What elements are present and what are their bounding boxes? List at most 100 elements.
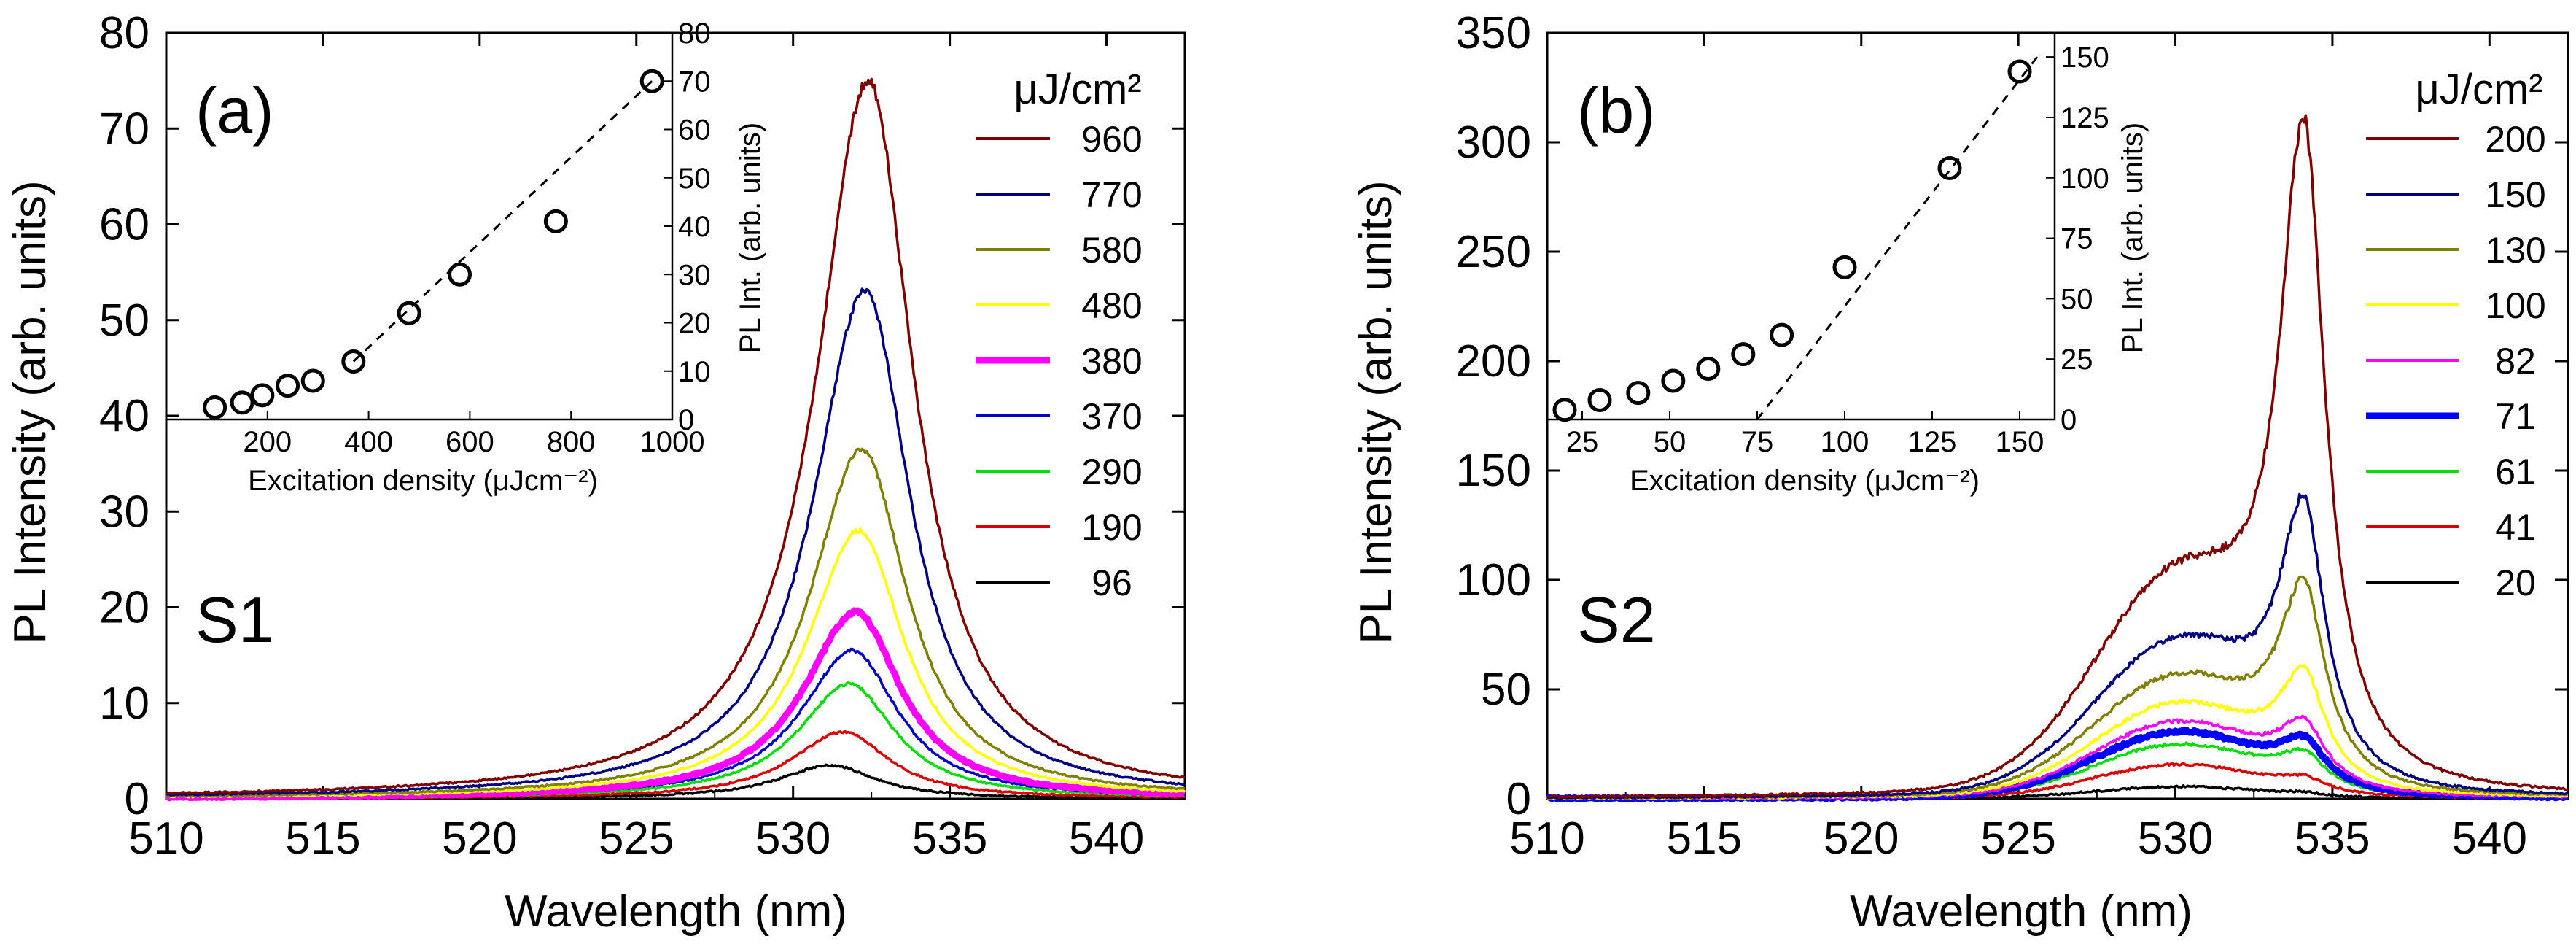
- inset-frame-b: [1546, 31, 2056, 421]
- x-tick-label-b-540: 540: [2452, 813, 2527, 864]
- y-tick-label-a-60: 60: [99, 200, 149, 250]
- x-tick-label-b-535: 535: [2295, 813, 2370, 864]
- inset-x-tick-label-b-150: 150: [1996, 426, 2044, 458]
- y-axis-label-b: PL Intensity (arb. units): [1351, 180, 1401, 643]
- inset-y-tick-label-a-70: 70: [678, 66, 711, 98]
- inset-y-tick-label-b-100: 100: [2061, 163, 2109, 195]
- inset-y-label-b: PL Int. (arb. units): [2117, 123, 2149, 353]
- x-tick-label-b-510: 510: [1509, 813, 1584, 864]
- inset-y-tick-label-b-150: 150: [2061, 42, 2109, 74]
- legend-label-a-190: 190: [1081, 507, 1142, 548]
- inset-y-tick-label-a-60: 60: [678, 115, 711, 147]
- y-tick-label-b-100: 100: [1456, 555, 1531, 605]
- legend-label-b-100: 100: [2485, 285, 2545, 326]
- y-tick-label-b-300: 300: [1456, 117, 1531, 168]
- legend-label-b-20: 20: [2495, 562, 2536, 603]
- inset-x-tick-label-a-400: 400: [344, 426, 393, 458]
- inset-x-tick-label-b-75: 75: [1741, 426, 1774, 458]
- inset-point-b-0: [1552, 398, 1577, 422]
- legend-label-a-96: 96: [1092, 562, 1132, 603]
- inset-y-label-a: PL Int. (arb. units): [734, 123, 766, 353]
- x-tick-label-a-515: 515: [285, 813, 360, 864]
- legend-label-b-61: 61: [2495, 452, 2536, 492]
- y-tick-label-b-200: 200: [1456, 336, 1531, 387]
- x-tick-label-a-520: 520: [442, 813, 517, 864]
- inset-x-tick-label-a-1000: 1000: [640, 426, 705, 458]
- inset-y-tick-label-a-0: 0: [678, 404, 694, 436]
- inset-fit-line-a: [352, 80, 653, 363]
- inset-point-a-1: [230, 390, 254, 415]
- y-tick-label-a-80: 80: [99, 8, 149, 58]
- inset-x-label-b: Excitation density (μJcm⁻²): [1630, 465, 1980, 497]
- inset-point-b-5: [1731, 342, 1756, 367]
- x-tick-label-b-530: 530: [2138, 813, 2213, 864]
- inset-y-tick-label-b-25: 25: [2061, 344, 2093, 376]
- legend-label-b-71: 71: [2495, 396, 2536, 437]
- inset-point-a-0: [203, 395, 227, 419]
- inset-y-tick-label-a-10: 10: [678, 356, 711, 388]
- x-tick-label-b-520: 520: [1824, 813, 1899, 864]
- series-line-a-770: [166, 287, 1186, 797]
- series-line-a-580: [166, 447, 1186, 798]
- inset-point-b-7: [1832, 255, 1857, 279]
- legend-label-a-770: 770: [1081, 174, 1142, 215]
- y-tick-label-b-350: 350: [1456, 8, 1531, 58]
- inset-y-tick-label-b-0: 0: [2061, 404, 2077, 436]
- x-tick-label-a-510: 510: [128, 813, 203, 864]
- inset-y-tick-label-b-125: 125: [2061, 102, 2109, 134]
- inset-point-b-9: [2007, 59, 2032, 84]
- legend-label-a-380: 380: [1081, 341, 1142, 382]
- panel-label-b: (b): [1577, 74, 1656, 147]
- inset-x-tick-label-b-50: 50: [1654, 426, 1686, 458]
- inset-x-label-a: Excitation density (μJcm⁻²): [248, 465, 598, 497]
- inset-point-b-8: [1937, 156, 1962, 180]
- legend-title-b: μJ/cm²: [2415, 66, 2542, 113]
- inset-point-b-6: [1770, 322, 1794, 347]
- y-tick-label-a-30: 30: [99, 487, 149, 537]
- inset-y-tick-label-a-20: 20: [678, 308, 711, 340]
- inset-x-tick-label-a-800: 800: [547, 426, 596, 458]
- y-tick-label-a-10: 10: [99, 678, 149, 729]
- series-line-b-200: [1546, 114, 2569, 799]
- inset-point-a-8: [543, 209, 568, 233]
- inset-point-a-3: [276, 374, 300, 398]
- y-tick-label-a-70: 70: [99, 104, 149, 154]
- inset-y-tick-label-a-50: 50: [678, 163, 711, 195]
- legend-label-a-480: 480: [1081, 285, 1142, 326]
- inset-point-a-9: [639, 69, 664, 93]
- sample-label-s2: S2: [1577, 584, 1656, 656]
- x-tick-label-a-530: 530: [755, 813, 830, 864]
- legend-label-a-370: 370: [1081, 396, 1142, 437]
- x-tick-label-b-515: 515: [1667, 813, 1742, 864]
- y-tick-label-b-250: 250: [1456, 227, 1531, 277]
- series-line-b-150: [1546, 492, 2569, 800]
- x-axis-label-a: Wavelength (nm): [505, 886, 847, 937]
- inset-point-b-4: [1696, 356, 1721, 381]
- legend-label-a-960: 960: [1081, 119, 1142, 160]
- inset-y-tick-label-b-75: 75: [2061, 223, 2093, 255]
- series-line-a-480: [166, 527, 1186, 799]
- y-tick-label-b-0: 0: [1506, 774, 1531, 824]
- inset-point-a-6: [397, 301, 421, 325]
- legend-label-b-41: 41: [2495, 507, 2536, 548]
- legend-label-b-130: 130: [2485, 230, 2545, 271]
- y-tick-label-b-50: 50: [1481, 665, 1531, 715]
- inset-x-tick-label-b-25: 25: [1566, 426, 1599, 458]
- y-tick-label-a-0: 0: [125, 774, 149, 824]
- inset-x-tick-label-b-100: 100: [1821, 426, 1869, 458]
- y-tick-label-a-50: 50: [99, 295, 149, 346]
- x-tick-label-b-525: 525: [1980, 813, 2055, 864]
- inset-y-tick-label-a-80: 80: [678, 18, 711, 50]
- inset-point-b-1: [1587, 388, 1612, 412]
- inset-x-tick-label-a-200: 200: [243, 426, 292, 458]
- panel-label-a: (a): [195, 74, 274, 147]
- inset-point-a-7: [448, 262, 472, 287]
- series-line-a-960: [166, 77, 1186, 795]
- x-tick-label-a-535: 535: [912, 813, 987, 864]
- y-tick-label-a-40: 40: [99, 391, 149, 441]
- x-tick-label-a-525: 525: [599, 813, 674, 864]
- legend-label-b-200: 200: [2485, 119, 2545, 160]
- inset-y-tick-label-a-30: 30: [678, 259, 711, 291]
